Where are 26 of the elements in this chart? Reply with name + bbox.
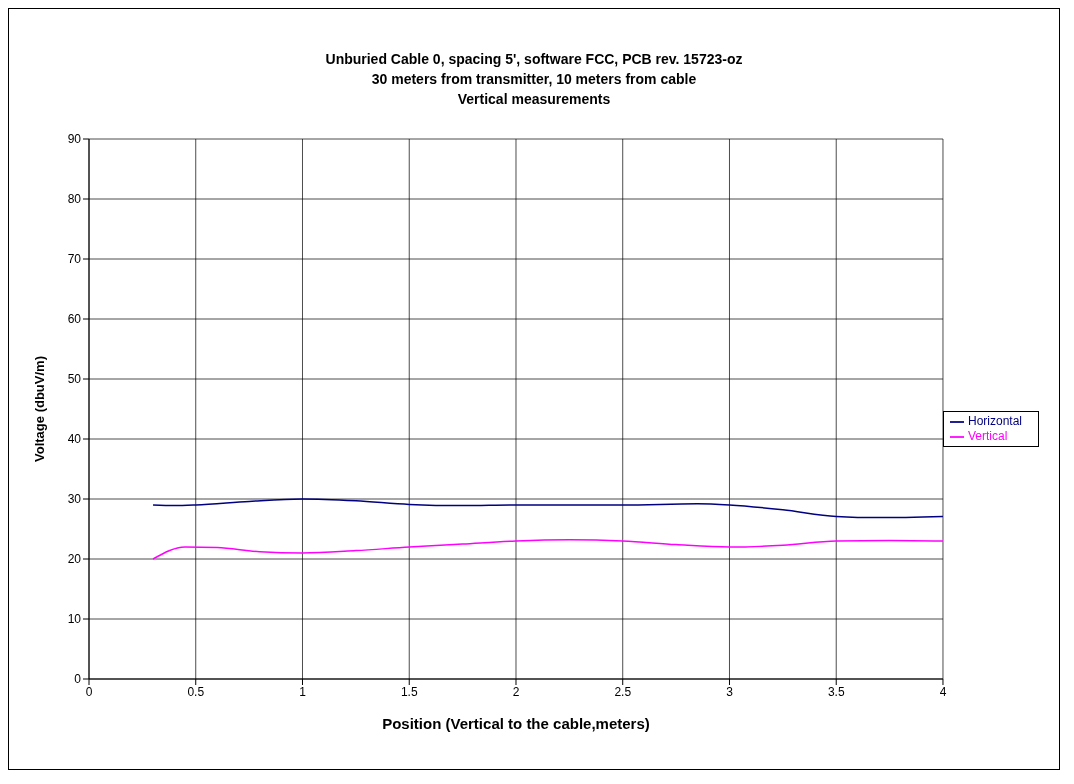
y-tick-label: 90 <box>67 132 82 147</box>
x-tick-label: 3 <box>726 684 734 699</box>
x-tick-label: 0 <box>85 684 93 699</box>
line-series <box>152 498 943 519</box>
x-axis-title: Position (Vertical to the cable,meters) <box>382 715 650 732</box>
y-tick-label: 30 <box>67 492 82 507</box>
x-tick-label: 4 <box>939 684 947 699</box>
x-tick-label: 0.5 <box>187 684 205 699</box>
x-tick-label: 2 <box>512 684 520 699</box>
y-tick-label: 40 <box>67 432 82 447</box>
chart-title: Unburied Cable 0, spacing 5', software FCC, PCB rev. 15723-oz 30 meters from transmitter, 10 meters from cable Vertical measurements <box>324 50 744 109</box>
y-tick-label: 60 <box>67 312 82 327</box>
legend-label: Vertical <box>967 429 1008 443</box>
y-tick-label: 50 <box>67 372 82 387</box>
y-tick-label: 80 <box>67 192 82 207</box>
y-tick-label: 20 <box>67 552 82 567</box>
x-tick-label: 1.5 <box>400 684 418 699</box>
x-tick-label: 1 <box>299 684 307 699</box>
x-tick-label: 3.5 <box>827 684 845 699</box>
x-tick-label: 2.5 <box>614 684 632 699</box>
y-tick-label: 70 <box>67 252 82 267</box>
line-series <box>152 539 943 560</box>
y-axis-title: Voltage (dbuV/m) <box>31 356 47 462</box>
y-tick-label: 10 <box>67 612 82 627</box>
legend-label: Horizontal <box>967 414 1022 429</box>
y-tick-label: 0 <box>74 672 82 687</box>
